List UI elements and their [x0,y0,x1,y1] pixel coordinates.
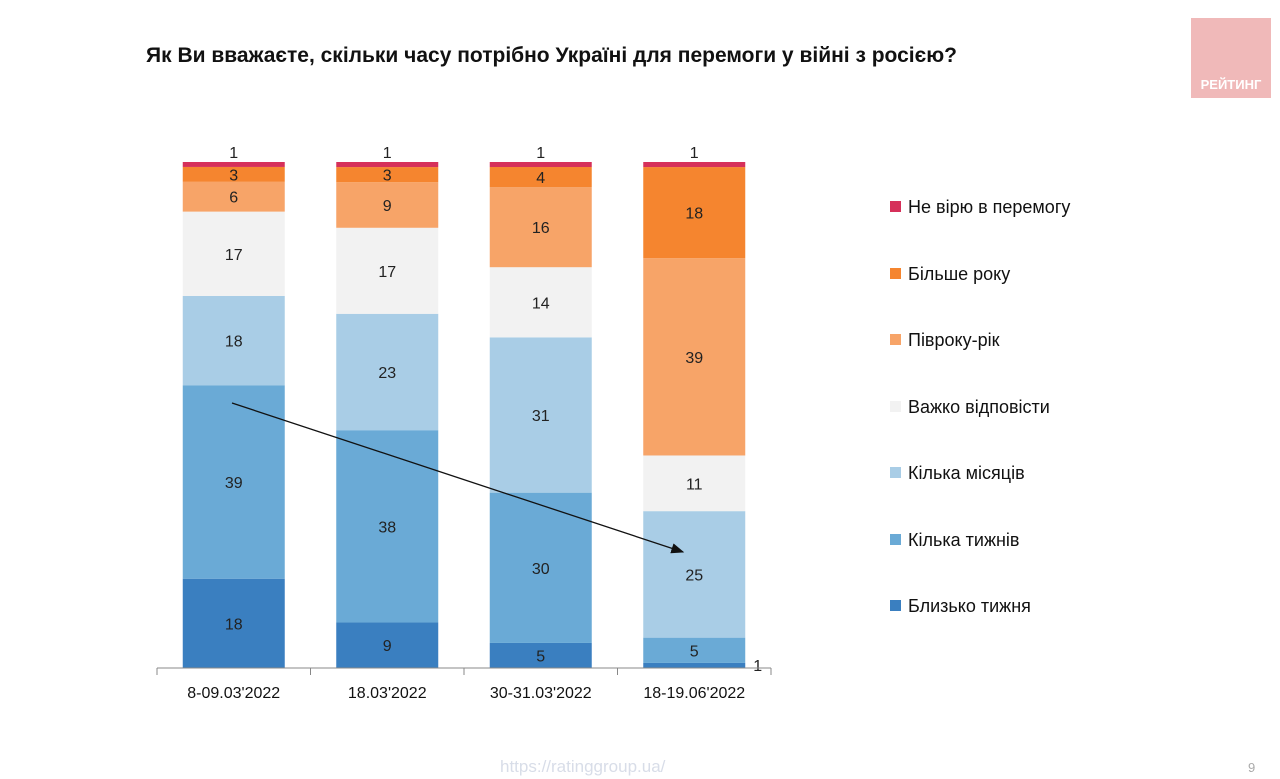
data-label: 11 [686,476,703,493]
legend-item: Близько тижня [890,596,1031,617]
bar-segment [182,162,285,167]
legend-label: Кілька тижнів [908,529,1020,550]
bar-segment [643,662,746,668]
x-tick-label: 18.03'2022 [348,685,427,702]
data-label: 18 [225,616,243,633]
legend-swatch [890,400,901,412]
legend-swatch [890,533,901,545]
page-number: 9 [1248,760,1256,775]
data-label: 14 [532,295,550,312]
data-label: 4 [536,170,545,187]
trend-arrow [231,402,685,554]
logo-text: РЕЙТИНГ [1200,77,1262,92]
bar-segment [336,622,439,668]
bar-segment [182,181,285,212]
legend-label: Не вірю в перемогу [908,197,1071,217]
legend-item: Не вірю в перемогу [890,197,1070,218]
bar-segment [643,167,746,259]
legend-item: Більше року [890,264,1010,285]
data-label: 23 [378,365,396,382]
data-label: 3 [383,168,392,185]
bar-segment [182,211,285,296]
data-label: 1 [536,145,545,162]
bar-segment [182,295,285,386]
bar-segment [336,313,439,431]
data-label: 1 [690,145,699,162]
bar-segment [643,637,746,663]
legend-item: Кілька місяців [890,463,1025,484]
data-label: 30 [532,561,550,578]
data-label: 9 [383,638,392,655]
bar-segment [336,430,439,623]
data-label: 17 [225,247,243,264]
legend-swatch [890,334,901,345]
x-tick-label: 8-09.03'2022 [187,685,280,702]
bar-segment [489,337,592,493]
bar-segment [489,167,592,188]
bar-segment [336,182,439,228]
legend-label: Важко відповісти [908,396,1050,417]
data-label: 18 [225,334,243,351]
data-label: 38 [378,519,396,536]
chart-title: Як Ви вважаєте, скільки часу потрібно Ук… [146,44,957,67]
bar-segment [336,167,439,183]
bar-segment [336,162,439,168]
bar-segment [336,227,439,314]
data-label: 5 [690,643,699,660]
data-label: 16 [532,220,550,237]
bar-segment [489,162,592,168]
bar-segment [643,455,746,512]
legend-swatch [890,600,901,611]
legend-item: Важко відповісти [890,397,1050,418]
legend-item: Півроку-рік [890,330,999,351]
bar-segment [182,578,285,668]
source-url[interactable]: https://ratinggroup.ua/ [500,757,666,776]
data-label: 1 [753,658,762,675]
bar-segment [643,162,746,168]
legend-label: Кілька місяців [908,463,1025,483]
data-label: 39 [225,475,243,492]
x-tick-label: 30-31.03'2022 [490,685,592,702]
bar-segment [489,187,592,268]
bar-segment [489,642,592,668]
legend-label: Близько тижня [908,596,1031,616]
bar-segment [182,385,285,579]
data-label: 17 [378,264,396,281]
rating-logo: РЕЙТИНГ [1191,18,1271,98]
legend-swatch [890,267,901,279]
data-label: 6 [229,190,238,207]
data-label: 1 [383,145,392,162]
data-label: 9 [383,198,392,215]
legend-swatch [890,467,901,478]
data-label: 3 [229,167,238,184]
legend-label: Півроку-рік [908,330,1000,350]
data-label: 1 [229,145,238,162]
data-label: 39 [685,350,703,367]
x-tick-label: 18-19.06'2022 [643,685,745,702]
legend-swatch [890,201,901,212]
legend-label: Більше року [908,263,1011,284]
data-label: 25 [685,567,703,584]
bar-segment [489,492,592,643]
data-label: 5 [536,648,545,665]
bar-segment [643,511,746,638]
legend-item: Кілька тижнів [890,530,1020,551]
data-label: 18 [685,206,703,223]
bar-segment [182,166,285,182]
bar-segment [489,267,592,338]
bar-segment [643,258,746,456]
data-label: 31 [532,408,550,425]
